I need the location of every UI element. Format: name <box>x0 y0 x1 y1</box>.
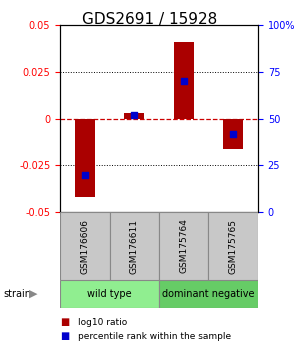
Point <box>231 131 236 136</box>
Bar <box>60 280 159 308</box>
Point <box>82 172 87 178</box>
Bar <box>110 212 159 280</box>
Bar <box>159 212 208 280</box>
Bar <box>124 113 144 119</box>
Point <box>181 78 186 84</box>
Bar <box>60 212 110 280</box>
Bar <box>159 280 258 308</box>
Text: ▶: ▶ <box>29 289 37 299</box>
Text: GDS2691 / 15928: GDS2691 / 15928 <box>82 12 218 27</box>
Text: GSM175764: GSM175764 <box>179 218 188 274</box>
Bar <box>75 119 95 198</box>
Text: wild type: wild type <box>87 289 132 299</box>
Text: percentile rank within the sample: percentile rank within the sample <box>78 332 231 341</box>
Bar <box>174 42 194 119</box>
Text: strain: strain <box>3 289 31 299</box>
Text: log10 ratio: log10 ratio <box>78 318 127 327</box>
Bar <box>223 119 243 149</box>
Text: GSM176606: GSM176606 <box>80 218 89 274</box>
Text: GSM175765: GSM175765 <box>229 218 238 274</box>
Text: ■: ■ <box>60 317 69 327</box>
Text: dominant negative: dominant negative <box>162 289 255 299</box>
Text: GSM176611: GSM176611 <box>130 218 139 274</box>
Text: ■: ■ <box>60 331 69 341</box>
Bar <box>208 212 258 280</box>
Point <box>132 112 137 118</box>
